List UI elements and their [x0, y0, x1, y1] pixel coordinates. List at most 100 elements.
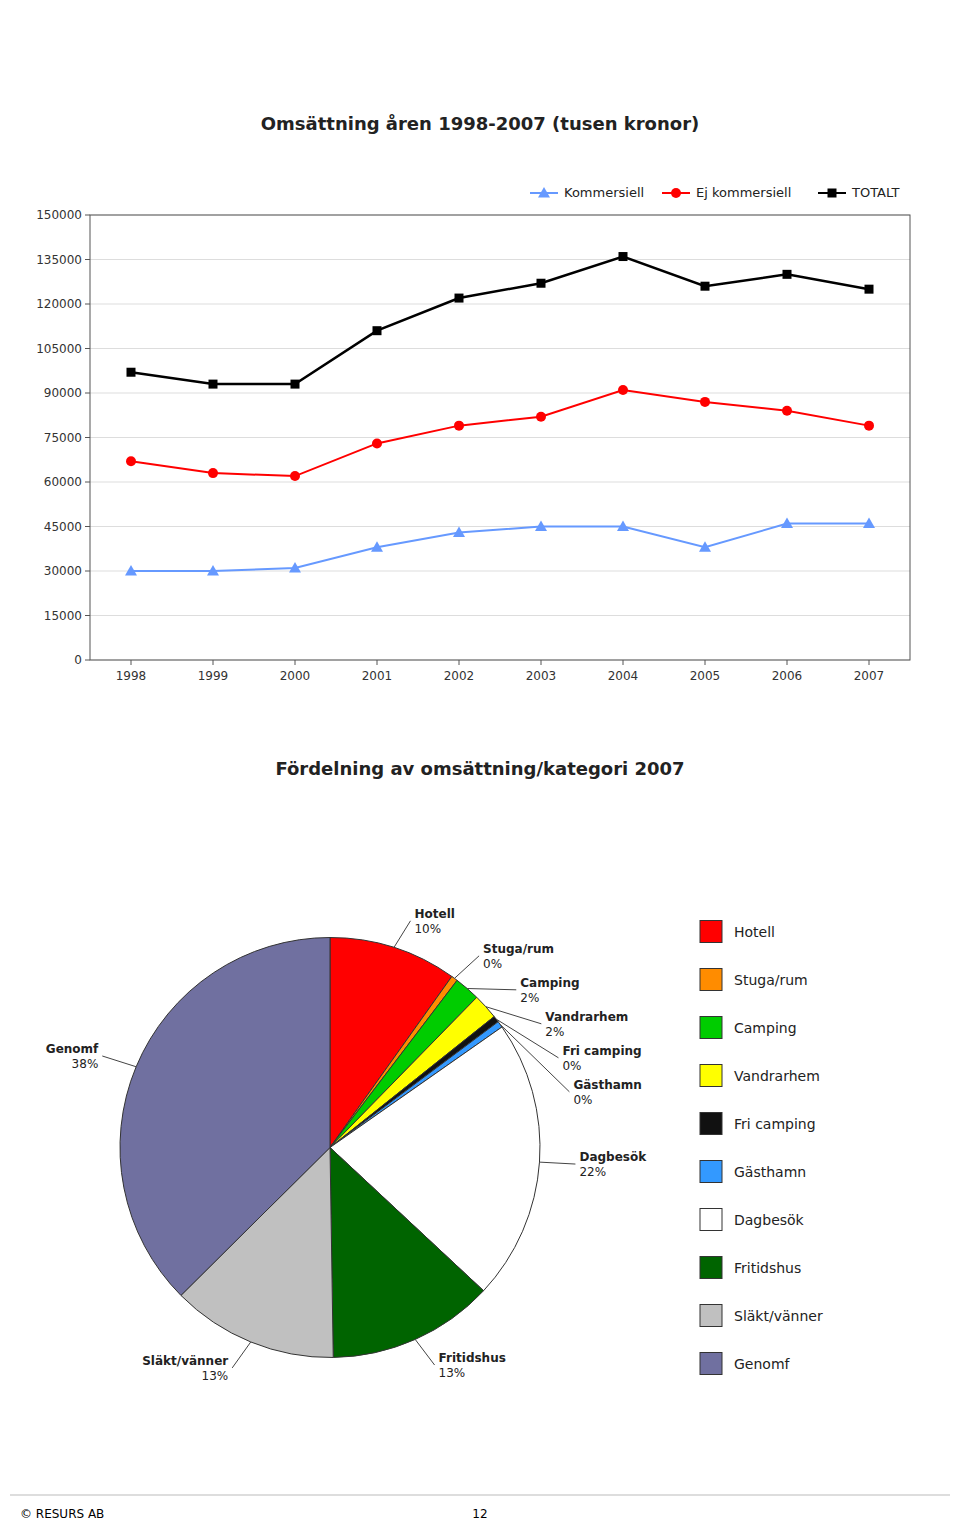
line-chart: Omsättning åren 1998-2007 (tusen kronor)…: [36, 113, 910, 683]
point: [535, 521, 547, 532]
slice-label: Stuga/rum: [483, 942, 554, 956]
point: [207, 565, 219, 576]
point: [289, 562, 301, 573]
x-tick: [377, 660, 378, 665]
point: [782, 406, 792, 416]
y-tick-label: 30000: [44, 564, 82, 578]
leader-line: [467, 989, 516, 990]
leader-line: [415, 1339, 434, 1365]
slice-value: 2%: [520, 991, 539, 1005]
y-tick-label: 135000: [36, 253, 82, 267]
x-tick: [787, 660, 788, 665]
y-tick: [85, 526, 90, 527]
plot-area: [125, 252, 875, 575]
x-tick-label: 1998: [116, 669, 147, 683]
slice-label: Vandrarhem: [545, 1010, 628, 1024]
point: [863, 518, 875, 529]
point: [125, 565, 137, 576]
y-tick-label: 75000: [44, 431, 82, 445]
point: [701, 282, 710, 291]
point: [126, 456, 136, 466]
point: [618, 385, 628, 395]
leader-line: [539, 1162, 575, 1164]
y-tick-label: 120000: [36, 297, 82, 311]
grid-line: [90, 348, 910, 349]
legend-label: Ej kommersiell: [696, 185, 791, 200]
leader-line: [454, 956, 479, 979]
point: [372, 438, 382, 448]
y-tick-label: 15000: [44, 609, 82, 623]
slice: [120, 938, 330, 1296]
leader-line: [232, 1342, 251, 1368]
series-line: [131, 390, 869, 476]
y-tick-label: 150000: [36, 208, 82, 222]
x-tick-label: 2005: [690, 669, 721, 683]
slice-label: Hotell: [414, 907, 454, 921]
point: [619, 252, 628, 261]
legend-marker: [828, 189, 837, 198]
point: [373, 326, 382, 335]
point: [537, 279, 546, 288]
footer-text: 12: [472, 1507, 487, 1521]
grid-line: [90, 393, 910, 394]
legend-swatch: [700, 1257, 722, 1279]
y-tick-label: 105000: [36, 342, 82, 356]
page: Omsättning åren 1998-2007 (tusen kronor)…: [0, 0, 960, 1533]
slice-label: Släkt/vänner: [142, 1354, 228, 1368]
x-tick-label: 2002: [444, 669, 475, 683]
slice: [330, 1148, 484, 1358]
y-tick: [85, 259, 90, 260]
legend-swatch: [700, 969, 722, 991]
slice-label: Fri camping: [562, 1044, 641, 1058]
legend-label: Släkt/vänner: [734, 1308, 823, 1324]
y-tick: [85, 571, 90, 572]
x-tick: [869, 660, 870, 665]
point: [453, 526, 465, 537]
y-tick: [85, 348, 90, 349]
slice-value: 0%: [483, 957, 502, 971]
legend-label: Fritidshus: [734, 1260, 801, 1276]
legend-marker: [538, 187, 550, 198]
legend-swatch: [700, 1065, 722, 1087]
pie-chart: Fördelning av omsättning/kategori 2007 Ho…: [46, 758, 823, 1383]
legend-swatch: [700, 1209, 722, 1231]
y-tick: [85, 437, 90, 438]
legend-label: TOTALT: [851, 185, 899, 200]
point: [208, 468, 218, 478]
slice-value: 13%: [439, 1366, 466, 1380]
x-tick: [295, 660, 296, 665]
legend-label: Vandrarhem: [734, 1068, 820, 1084]
series-line: [131, 524, 869, 571]
point: [455, 294, 464, 303]
slice-value: 13%: [202, 1369, 229, 1383]
point: [127, 368, 136, 377]
legend-marker: [671, 188, 681, 198]
slice-label: Genomf: [46, 1042, 99, 1056]
data-labels: Hotell10%Stuga/rum0%Camping2%Vandrarhem2…: [46, 907, 647, 1383]
legend-label: Dagbesök: [734, 1212, 805, 1228]
legend-swatch: [700, 921, 722, 943]
y-tick: [85, 304, 90, 305]
grid-line: [90, 482, 910, 483]
y-tick: [85, 660, 90, 661]
legend-swatch: [700, 1305, 722, 1327]
grid-line: [90, 304, 910, 305]
x-tick: [213, 660, 214, 665]
leader-line: [486, 1007, 542, 1024]
x-tick-label: 2000: [280, 669, 311, 683]
y-tick: [85, 615, 90, 616]
footer-text: © RESURS AB: [20, 1507, 104, 1521]
slice-value: 10%: [414, 922, 441, 936]
legend-label: Fri camping: [734, 1116, 816, 1132]
y-tick: [85, 482, 90, 483]
legend-swatch: [700, 1353, 722, 1375]
slice-label: Fritidshus: [439, 1351, 506, 1365]
x-tick: [541, 660, 542, 665]
slice-value: 22%: [579, 1165, 606, 1179]
y-tick: [85, 393, 90, 394]
chart-title: Fördelning av omsättning/kategori 2007: [275, 758, 684, 779]
point: [209, 380, 218, 389]
x-tick: [705, 660, 706, 665]
x-tick-label: 2001: [362, 669, 393, 683]
point: [699, 541, 711, 552]
